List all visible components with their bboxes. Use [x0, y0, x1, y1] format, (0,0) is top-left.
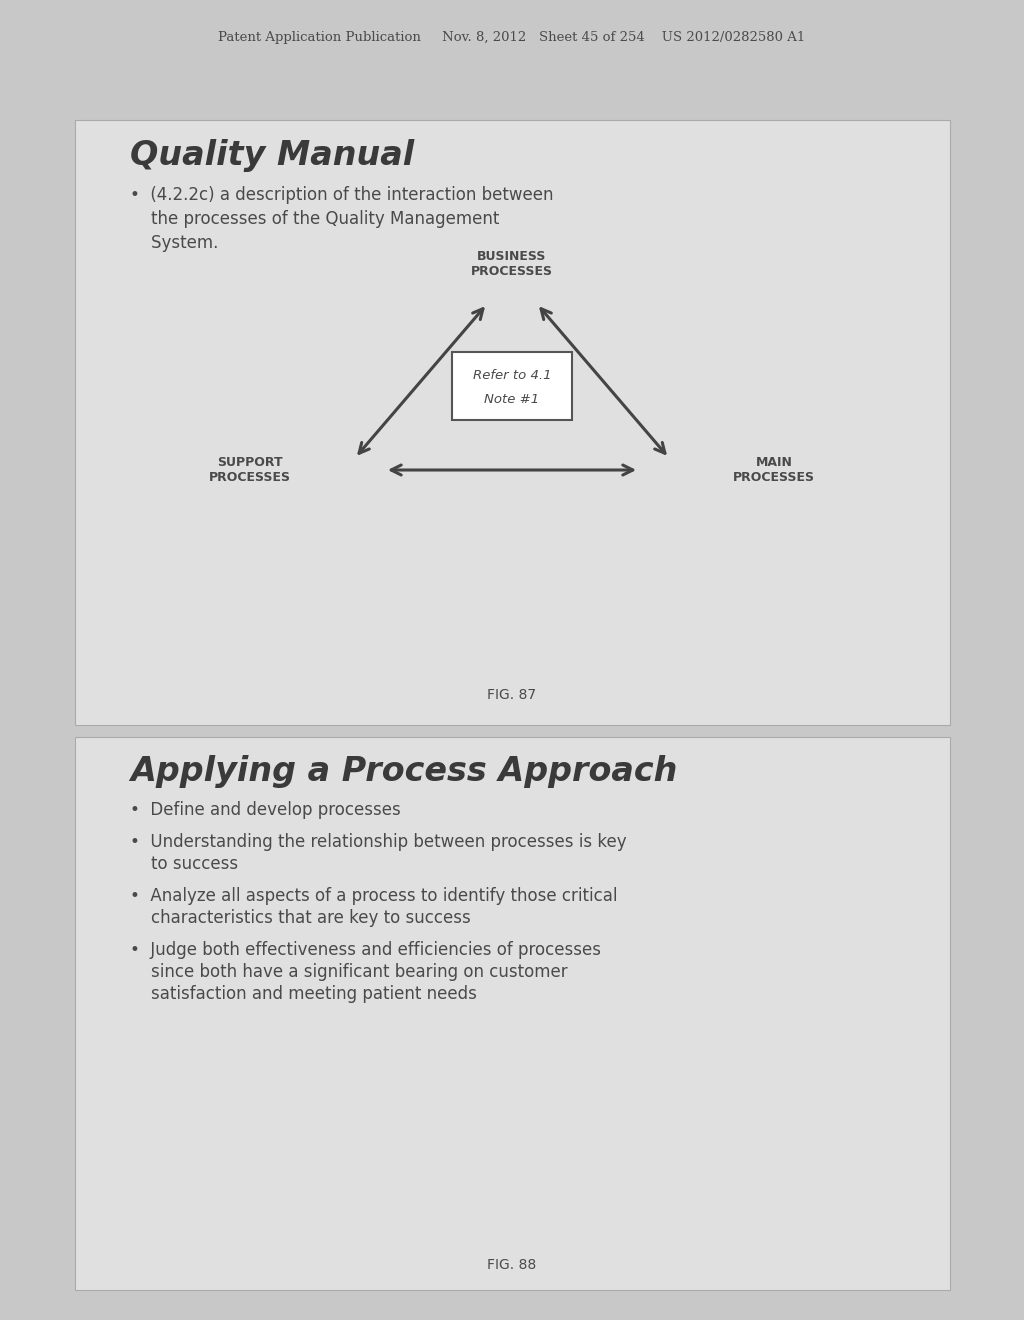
Text: SUPPORT
PROCESSES: SUPPORT PROCESSES	[209, 455, 291, 484]
Bar	[75, 120, 950, 725]
Text: •  Analyze all aspects of a process to identify those critical: • Analyze all aspects of a process to id…	[130, 887, 617, 906]
Text: MAIN
PROCESSES: MAIN PROCESSES	[733, 455, 815, 484]
Text: BUSINESS
PROCESSES: BUSINESS PROCESSES	[471, 249, 553, 279]
Text: Quality Manual: Quality Manual	[130, 139, 415, 172]
Text: Patent Application Publication     Nov. 8, 2012   Sheet 45 of 254    US 2012/028: Patent Application Publication Nov. 8, 2…	[218, 30, 806, 44]
Text: Refer to 4.1: Refer to 4.1	[473, 370, 551, 383]
Bar	[452, 352, 572, 420]
Text: •  (4.2.2c) a description of the interaction between: • (4.2.2c) a description of the interact…	[130, 186, 554, 205]
Text: •  Understanding the relationship between processes is key: • Understanding the relationship between…	[130, 833, 627, 851]
Text: Note #1: Note #1	[484, 393, 540, 407]
Text: System.: System.	[130, 234, 218, 252]
Text: to success: to success	[130, 855, 239, 873]
Text: characteristics that are key to success: characteristics that are key to success	[130, 909, 471, 927]
Bar	[75, 737, 950, 1290]
Text: since both have a significant bearing on customer: since both have a significant bearing on…	[130, 964, 567, 981]
Text: Applying a Process Approach: Applying a Process Approach	[130, 755, 677, 788]
Text: the processes of the Quality Management: the processes of the Quality Management	[130, 210, 500, 228]
Text: •  Define and develop processes: • Define and develop processes	[130, 801, 400, 818]
Text: •  Judge both effectiveness and efficiencies of processes: • Judge both effectiveness and efficienc…	[130, 941, 601, 960]
Text: FIG. 88: FIG. 88	[487, 1258, 537, 1272]
Text: satisfaction and meeting patient needs: satisfaction and meeting patient needs	[130, 985, 477, 1003]
Text: FIG. 87: FIG. 87	[487, 688, 537, 702]
